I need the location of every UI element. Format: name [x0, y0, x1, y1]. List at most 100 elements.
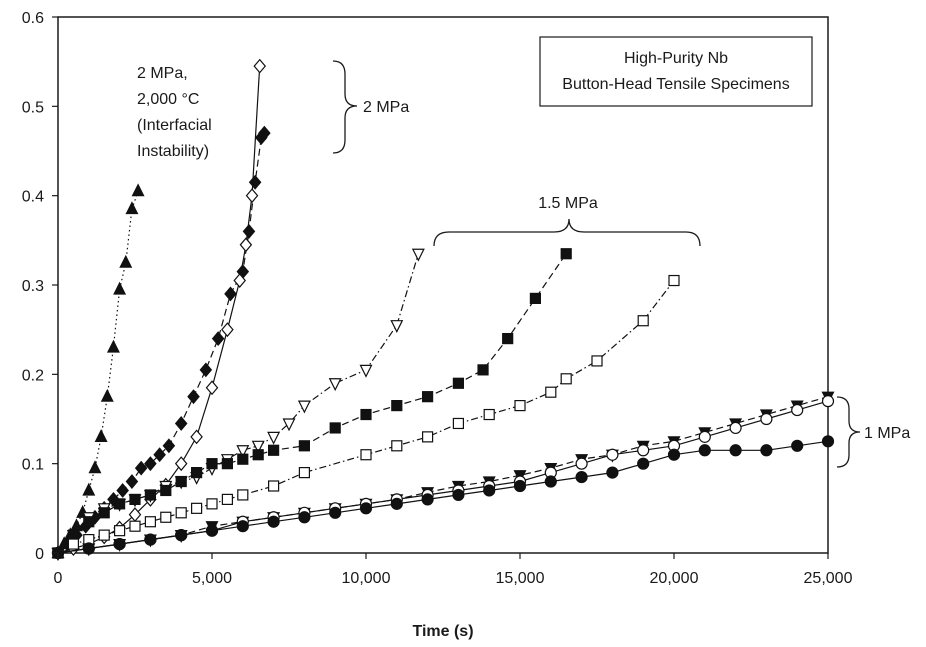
- data-point-circle: [729, 444, 742, 457]
- data-point-square: [268, 444, 280, 456]
- data-point-square: [298, 440, 310, 452]
- data-point-square: [591, 355, 603, 367]
- data-point-triangle-up: [125, 201, 139, 215]
- data-point-triangle-up: [106, 339, 120, 353]
- data-point-diamond: [187, 389, 200, 405]
- brace-15mpa-shape: [433, 218, 701, 247]
- data-point-circle: [575, 470, 588, 484]
- data-point-square: [221, 458, 233, 470]
- x-tick-label: 15,000: [496, 570, 545, 587]
- data-point-diamond: [233, 273, 247, 288]
- data-point-circle: [513, 479, 527, 493]
- data-point-circle: [637, 444, 650, 457]
- axis-ticks: 0 5,000 10,000 15,000 20,000 25,000 0 0.1 0.2 0.3…: [22, 10, 853, 587]
- data-point-circle: [821, 435, 835, 448]
- data-point-diamond: [144, 456, 157, 472]
- data-point-square: [477, 364, 489, 376]
- series-9: [51, 435, 835, 560]
- data-point-square: [545, 386, 557, 398]
- data-point-circle: [667, 448, 681, 461]
- data-point-square: [422, 391, 434, 403]
- data-point-circle: [298, 511, 311, 524]
- instability-line3: (Interfacial: [137, 117, 212, 134]
- data-point-circle: [82, 542, 95, 555]
- data-point-diamond: [211, 331, 225, 347]
- data-point-square: [160, 484, 172, 497]
- data-point-square: [514, 400, 526, 412]
- brace-2mpa-label: 2 MPa: [363, 99, 409, 116]
- data-point-square: [113, 525, 126, 537]
- data-point-square: [175, 507, 187, 519]
- data-point-diamond: [253, 58, 267, 74]
- data-point-diamond: [174, 416, 188, 431]
- data-point-square: [237, 453, 249, 465]
- label-box-line2: Button-Head Tensile Specimens: [562, 76, 789, 93]
- data-point-diamond: [153, 447, 166, 463]
- data-point-circle: [791, 403, 804, 417]
- data-point-triangle-down: [359, 364, 373, 378]
- data-point-triangle-down: [411, 248, 425, 262]
- data-point-triangle-down: [251, 440, 265, 454]
- data-point-circle: [606, 466, 619, 479]
- data-point-square: [452, 417, 464, 430]
- data-point-square: [298, 467, 310, 479]
- data-point-square: [452, 377, 464, 389]
- data-point-square: [252, 449, 264, 461]
- data-point-triangle-up: [88, 460, 102, 474]
- data-point-square: [360, 408, 372, 421]
- y-tick-label: 0.6: [22, 10, 44, 27]
- data-point-circle: [483, 484, 496, 497]
- data-point-triangle-up: [131, 183, 145, 197]
- y-tick-label: 0.1: [22, 457, 44, 474]
- data-point-square: [206, 498, 218, 510]
- data-point-square: [560, 248, 572, 260]
- data-point-circle: [205, 524, 219, 537]
- data-point-square: [98, 507, 110, 519]
- data-point-triangle-up: [119, 254, 133, 268]
- data-point-square: [422, 431, 434, 443]
- brace-2mpa: 2 MPa: [332, 60, 409, 154]
- data-point-square: [391, 440, 403, 452]
- data-point-triangle-down: [390, 320, 404, 334]
- brace-1mpa-label: 1 MPa: [864, 425, 910, 442]
- data-point-circle: [760, 444, 773, 457]
- data-point-triangle-down: [328, 378, 342, 392]
- x-tick-label: 5,000: [192, 570, 232, 587]
- data-point-square: [67, 538, 80, 550]
- series-6: [52, 274, 680, 559]
- data-point-diamond: [162, 438, 176, 454]
- data-point-diamond: [205, 380, 219, 396]
- data-point-circle: [452, 488, 465, 502]
- data-point-square: [221, 493, 233, 505]
- data-point-square: [237, 489, 249, 501]
- data-point-circle: [791, 439, 804, 452]
- data-point-square: [668, 274, 680, 287]
- data-point-diamond: [242, 223, 256, 239]
- data-point-diamond: [239, 237, 253, 253]
- x-tick-label: 10,000: [342, 570, 391, 587]
- data-point-square: [144, 489, 156, 501]
- instability-line2: 2,000 °C: [137, 91, 199, 108]
- label-box-frame: [539, 36, 813, 107]
- data-point-diamond: [221, 322, 234, 338]
- brace-2mpa-shape: [332, 60, 358, 154]
- data-point-circle: [637, 457, 650, 470]
- data-point-square: [391, 400, 403, 412]
- data-point-diamond: [258, 125, 271, 141]
- x-axis-title: Time (s): [412, 623, 473, 640]
- instability-line1: 2 MPa,: [137, 65, 188, 82]
- y-tick-label: 0.2: [22, 367, 44, 384]
- data-point-circle: [267, 515, 280, 528]
- specimen-label-box: High-Purity Nb Button-Head Tensile Speci…: [539, 36, 813, 107]
- data-point-triangle-up: [113, 281, 127, 295]
- data-point-triangle-down: [282, 418, 296, 432]
- data-point-triangle-down: [267, 431, 281, 445]
- data-point-triangle-up: [82, 482, 96, 496]
- data-point-circle: [544, 475, 557, 488]
- x-tick-label: 25,000: [804, 570, 853, 587]
- data-point-diamond: [116, 483, 129, 498]
- data-point-square: [160, 511, 172, 523]
- data-point-circle: [698, 444, 711, 457]
- data-point-square: [637, 315, 649, 327]
